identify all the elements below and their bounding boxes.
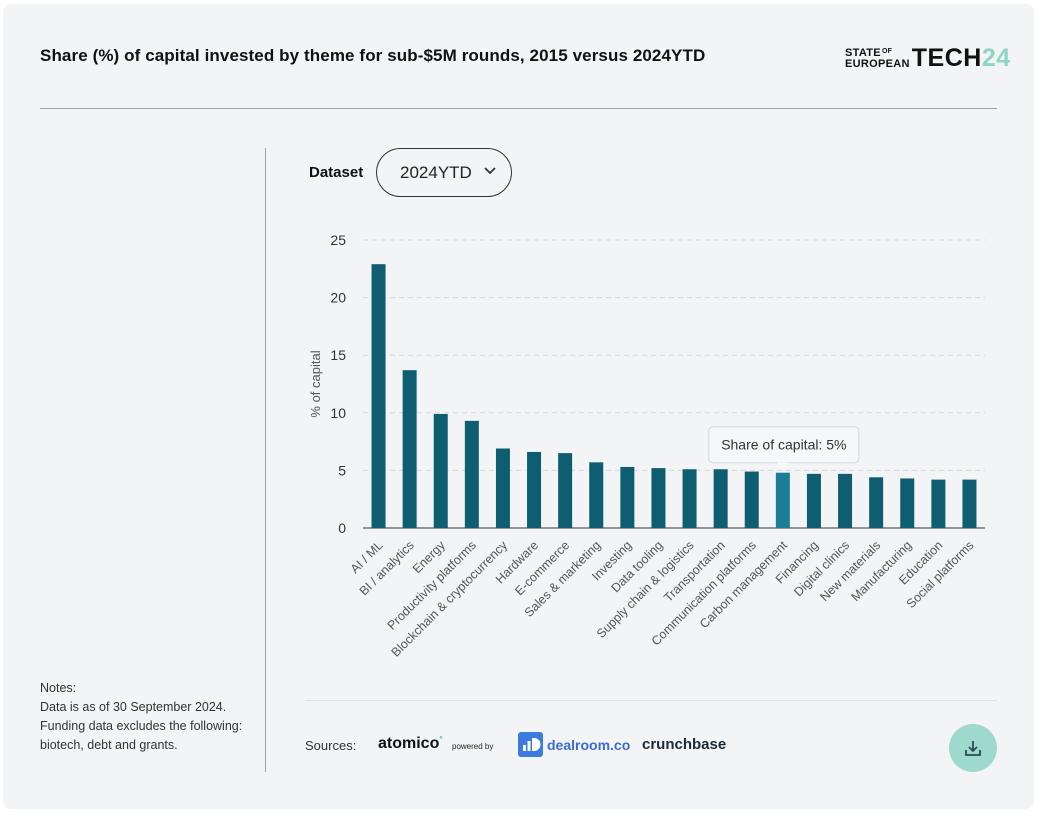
- dealroom-icon: [518, 732, 543, 757]
- bar-transportation: [713, 469, 728, 528]
- bar-education: [931, 479, 946, 528]
- notes: Notes: Data is as of 30 September 2024. …: [40, 679, 250, 755]
- sources-label: Sources:: [305, 738, 357, 753]
- bar-energy: [433, 413, 448, 528]
- bar-sales-marketing: [589, 462, 604, 528]
- y-tick-label: 15: [330, 347, 346, 363]
- bar-blockchain-cryptocurrency: [495, 448, 510, 528]
- bar-hardware: [527, 451, 542, 528]
- bar-new-materials: [869, 477, 884, 528]
- tooltip-label: Share of capital: 5%: [721, 437, 846, 453]
- state-of-european-tech-logo: STATE OF EUROPEAN TECH 24: [845, 44, 1011, 72]
- header-divider: [40, 108, 997, 109]
- y-tick-label: 5: [338, 462, 346, 478]
- download-button[interactable]: [949, 724, 997, 772]
- tooltip-pointer: [776, 462, 789, 469]
- y-tick-label: 0: [338, 520, 346, 536]
- notes-text: Data is as of 30 September 2024. Funding…: [40, 700, 243, 752]
- dataset-dropdown[interactable]: 2024YTD: [376, 148, 512, 197]
- bar-ai-ml: [371, 264, 386, 528]
- chevron-down-icon: [484, 167, 496, 175]
- crunchbase-logo: crunchbase: [642, 736, 727, 753]
- download-icon: [965, 741, 981, 756]
- chart-card: [3, 4, 1034, 809]
- dealroom-logo: dealroom.co: [518, 732, 630, 757]
- atomico-logo: atomico°: [378, 735, 443, 752]
- bar-manufacturing: [900, 478, 915, 528]
- bar-communication-platforms: [744, 471, 759, 528]
- dataset-label: Dataset: [309, 164, 364, 181]
- bar-productivity-platforms: [464, 420, 479, 528]
- y-tick-label: 20: [330, 290, 346, 306]
- dataset-value: 2024YTD: [400, 162, 472, 182]
- notes-heading: Notes:: [40, 681, 77, 695]
- bar-carbon-management: [775, 472, 790, 528]
- bar-data-tooling: [651, 468, 666, 528]
- y-axis-label: % of capital: [308, 350, 323, 417]
- bar-bi-analytics: [402, 370, 417, 528]
- sidebar-divider: [265, 148, 266, 772]
- bar-investing: [620, 466, 635, 528]
- bar-financing: [806, 473, 821, 528]
- bar-social-platforms: [962, 479, 977, 528]
- footer-divider: [305, 700, 997, 701]
- bar-supply-chain-logistics: [682, 469, 697, 528]
- y-tick-label: 25: [330, 232, 346, 248]
- bar-digital-clinics: [838, 473, 853, 528]
- bar-e-commerce: [558, 453, 573, 528]
- y-tick-label: 10: [330, 405, 346, 421]
- powered-by-text: powered by: [452, 742, 494, 751]
- chart-title: Share (%) of capital invested by theme f…: [40, 46, 706, 65]
